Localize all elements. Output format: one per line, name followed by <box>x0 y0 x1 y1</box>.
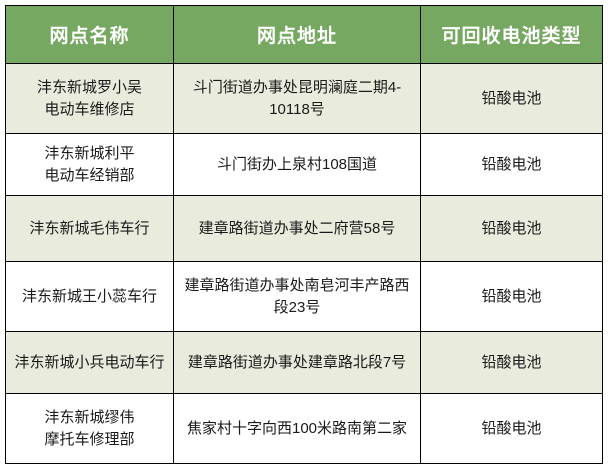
cell-site-address: 斗门街道办事处昆明澜庭二期4-10118号 <box>173 63 421 134</box>
cell-site-address: 建章路街道办事处建章路北段7号 <box>173 331 421 394</box>
cell-site-name: 沣东新城缪伟 摩托车修理部 <box>5 393 174 464</box>
cell-site-name: 沣东新城王小蕊车行 <box>5 261 174 332</box>
cell-site-address: 建章路街道办事处二府营58号 <box>173 195 421 262</box>
table-row: 沣东新城王小蕊车行 建章路街道办事处南皂河丰产路西段23号 铅酸电池 <box>5 261 603 332</box>
cell-battery-type: 铅酸电池 <box>420 195 603 262</box>
cell-site-name: 沣东新城毛伟车行 <box>5 195 174 262</box>
table-row: 沣东新城罗小吴 电动车维修店 斗门街道办事处昆明澜庭二期4-10118号 铅酸电… <box>5 63 603 134</box>
cell-battery-type: 铅酸电池 <box>420 261 603 332</box>
table-body: 沣东新城罗小吴 电动车维修店 斗门街道办事处昆明澜庭二期4-10118号 铅酸电… <box>5 63 603 464</box>
cell-site-address: 斗门街办上泉村108国道 <box>173 133 421 196</box>
table-row: 沣东新城小兵电动车行 建章路街道办事处建章路北段7号 铅酸电池 <box>5 331 603 394</box>
table-row: 沣东新城毛伟车行 建章路街道办事处二府营58号 铅酸电池 <box>5 195 603 262</box>
cell-site-name: 沣东新城小兵电动车行 <box>5 331 174 394</box>
cell-battery-type: 铅酸电池 <box>420 393 603 464</box>
cell-battery-type: 铅酸电池 <box>420 133 603 196</box>
cell-site-name: 沣东新城罗小吴 电动车维修店 <box>5 63 174 134</box>
table-header-row: 网点名称 网点地址 可回收电池类型 <box>5 5 603 64</box>
column-header-site-name: 网点名称 <box>5 5 174 64</box>
table-row: 沣东新城利平 电动车经销部 斗门街办上泉村108国道 铅酸电池 <box>5 133 603 196</box>
cell-site-name: 沣东新城利平 电动车经销部 <box>5 133 174 196</box>
cell-site-address: 焦家村十字向西100米路南第二家 <box>173 393 421 464</box>
table-header: 网点名称 网点地址 可回收电池类型 <box>5 5 603 64</box>
column-header-site-address: 网点地址 <box>173 5 421 64</box>
column-header-battery-type: 可回收电池类型 <box>420 5 603 64</box>
cell-battery-type: 铅酸电池 <box>420 63 603 134</box>
cell-battery-type: 铅酸电池 <box>420 331 603 394</box>
table-row: 沣东新城缪伟 摩托车修理部 焦家村十字向西100米路南第二家 铅酸电池 <box>5 393 603 464</box>
battery-recycle-sites-table: 网点名称 网点地址 可回收电池类型 沣东新城罗小吴 电动车维修店 斗门街道办事处… <box>5 5 603 464</box>
cell-site-address: 建章路街道办事处南皂河丰产路西段23号 <box>173 261 421 332</box>
